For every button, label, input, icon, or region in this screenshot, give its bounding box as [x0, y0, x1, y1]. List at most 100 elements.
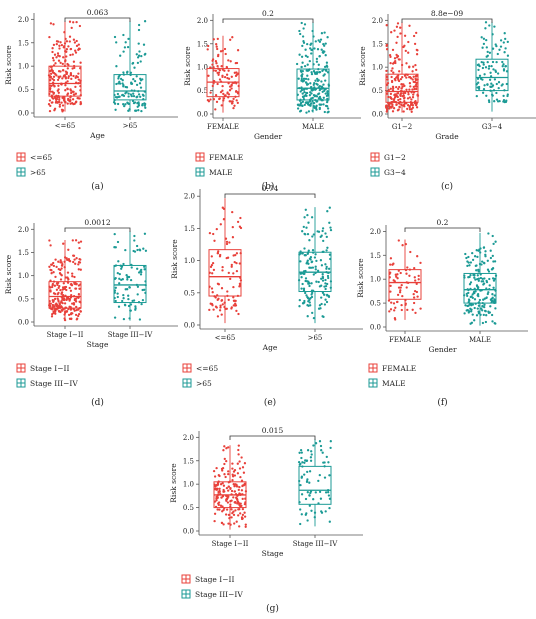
- panel-d-point: [141, 298, 145, 302]
- panel-b-point: [322, 103, 325, 106]
- panel-a-point: [119, 54, 122, 57]
- panel-b-point: [300, 55, 304, 58]
- panel-d-legend-item: Stage I−II: [16, 363, 69, 373]
- panel-d-series-1: [48, 239, 83, 322]
- panel-a-point: [124, 41, 127, 44]
- panel-d-point: [131, 299, 134, 303]
- panel-e-y-tick-label: 1.0: [184, 257, 195, 265]
- panel-f-point: [466, 260, 469, 263]
- panel-g-point: [241, 507, 245, 511]
- panel-a-point: [56, 101, 60, 104]
- panel-d-point: [57, 267, 60, 271]
- panel-d-point: [77, 241, 80, 244]
- panel-b-point: [318, 55, 321, 58]
- panel-c-point: [506, 40, 509, 44]
- panel-e-point: [227, 298, 230, 302]
- panel-c-y-tick-label: 0.5: [372, 87, 383, 95]
- panel-d-box: [113, 264, 147, 304]
- panel-g-point: [224, 475, 227, 479]
- panel-c-point: [476, 77, 480, 80]
- panel-e-point: [236, 220, 240, 224]
- panel-c-point: [411, 70, 414, 73]
- panel-a-point: [131, 99, 135, 103]
- panel-b-point: [318, 85, 322, 88]
- panel-f-point: [398, 291, 402, 294]
- panel-d-point: [58, 284, 61, 288]
- panel-g-point: [244, 523, 247, 526]
- panel-a-point: [117, 82, 120, 85]
- panel-c-point: [406, 97, 410, 100]
- panel-a-point: [75, 39, 78, 43]
- panel-b-point: [321, 69, 324, 73]
- panel-e-point: [311, 235, 314, 238]
- panel-a-point: [72, 21, 75, 24]
- panel-d-point: [66, 277, 70, 280]
- panel-e-point: [309, 258, 312, 261]
- panel-f-point: [415, 290, 419, 294]
- panel-f-point: [490, 313, 494, 317]
- panel-c-point: [411, 103, 415, 107]
- panel-e-point: [307, 262, 310, 265]
- panel-f-y-tick-label: 0.0: [370, 324, 381, 332]
- panel-d-point: [55, 308, 58, 311]
- panel-d-point: [50, 272, 53, 275]
- panel-f-point: [486, 259, 489, 262]
- panel-g-point: [237, 444, 240, 447]
- panel-c-point: [504, 100, 508, 104]
- panel-d-point: [114, 299, 117, 303]
- panel-a-point: [70, 77, 73, 81]
- panel-a-point: [144, 106, 147, 109]
- panel-g-point: [227, 489, 230, 492]
- panel-e-point: [237, 312, 240, 316]
- panel-b-point: [225, 65, 228, 69]
- panel-e-point: [233, 304, 237, 307]
- panel-f-point: [392, 262, 395, 265]
- panel-b-point: [325, 94, 329, 98]
- panel-c-point: [488, 65, 491, 68]
- panel-e-x-tick-label: <=65: [215, 334, 236, 342]
- panel-c-point: [402, 83, 405, 86]
- panel-d-legend-item: Stage III−IV: [16, 378, 78, 388]
- panel-g-point: [305, 512, 308, 515]
- panel-c-point: [389, 61, 392, 65]
- panel-g-point: [238, 460, 241, 463]
- panel-f-point: [482, 283, 485, 286]
- panel-a-legend-item: <=65: [16, 152, 52, 162]
- panel-c-point: [397, 98, 400, 102]
- panel-d-point: [113, 316, 117, 319]
- panel-a-point: [122, 85, 125, 88]
- panel-c-point: [485, 94, 488, 97]
- panel-g-point: [237, 453, 240, 456]
- panel-b-point: [232, 97, 235, 101]
- panel-b-point: [218, 78, 222, 81]
- panel-c-point: [413, 42, 417, 46]
- panel-g-y-tick-label: 0.0: [183, 528, 194, 536]
- panel-d-box: [48, 281, 82, 309]
- panel-f-point: [487, 311, 491, 315]
- panel-f-point: [477, 279, 480, 282]
- panel-d-pvalue-bracket: [64, 227, 131, 232]
- panel-b-point: [306, 55, 309, 59]
- panel-b-point: [324, 79, 327, 82]
- panel-g-legend-item: Stage I−II: [181, 574, 234, 584]
- panel-a-point: [57, 84, 60, 87]
- panel-g-point: [299, 462, 302, 466]
- panel-c-point: [504, 64, 508, 68]
- panel-e-point: [329, 226, 332, 229]
- panel-b-point: [319, 97, 322, 100]
- panel-f-point: [413, 266, 416, 270]
- panel-a-point: [69, 72, 73, 75]
- panel-a-series-2: [112, 20, 147, 113]
- panel-b-point: [316, 77, 319, 81]
- panel-a-point: [52, 43, 56, 47]
- panel-c-point: [415, 31, 418, 35]
- panel-d-point: [75, 318, 78, 321]
- panel-d-point: [72, 260, 75, 264]
- panel-a-point: [123, 104, 126, 108]
- panel-c-point: [506, 54, 510, 57]
- panel-e-y-tick-label: 0.5: [184, 289, 195, 297]
- panel-g-legend-label: Stage III−IV: [195, 590, 243, 599]
- panel-e-point: [298, 305, 301, 308]
- panel-g-point: [300, 451, 303, 454]
- panel-e-point: [230, 265, 233, 268]
